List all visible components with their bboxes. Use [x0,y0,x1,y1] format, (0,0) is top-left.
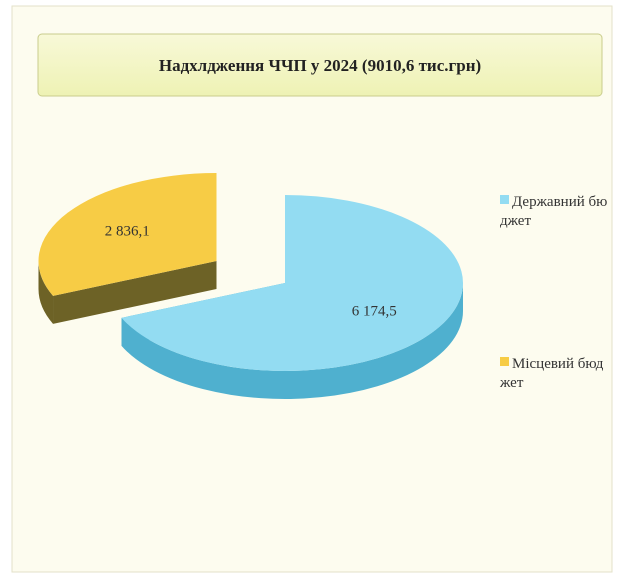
data-label: 2 836,1 [105,223,150,239]
slice [121,195,463,371]
legend-label: Місцевий бюджет [500,356,604,391]
legend-swatch [500,357,509,366]
slice-cut-face [53,261,217,324]
slice-side [121,283,463,399]
legend-item: Державний бюджет [500,193,612,231]
slice [38,173,217,296]
legend-label: Державний бюджет [500,194,608,229]
pie: 6 174,5 2 836,1 [38,173,463,399]
title-box [37,33,603,97]
chart-title: Надхлдження ЧЧП у 2024 (9010,6 тис.грн) [159,56,481,75]
data-label: 6 174,5 [352,303,397,319]
legend-item: Місцевий бюджет [500,355,612,393]
legend-swatch [500,195,509,204]
slice-side [38,261,54,324]
